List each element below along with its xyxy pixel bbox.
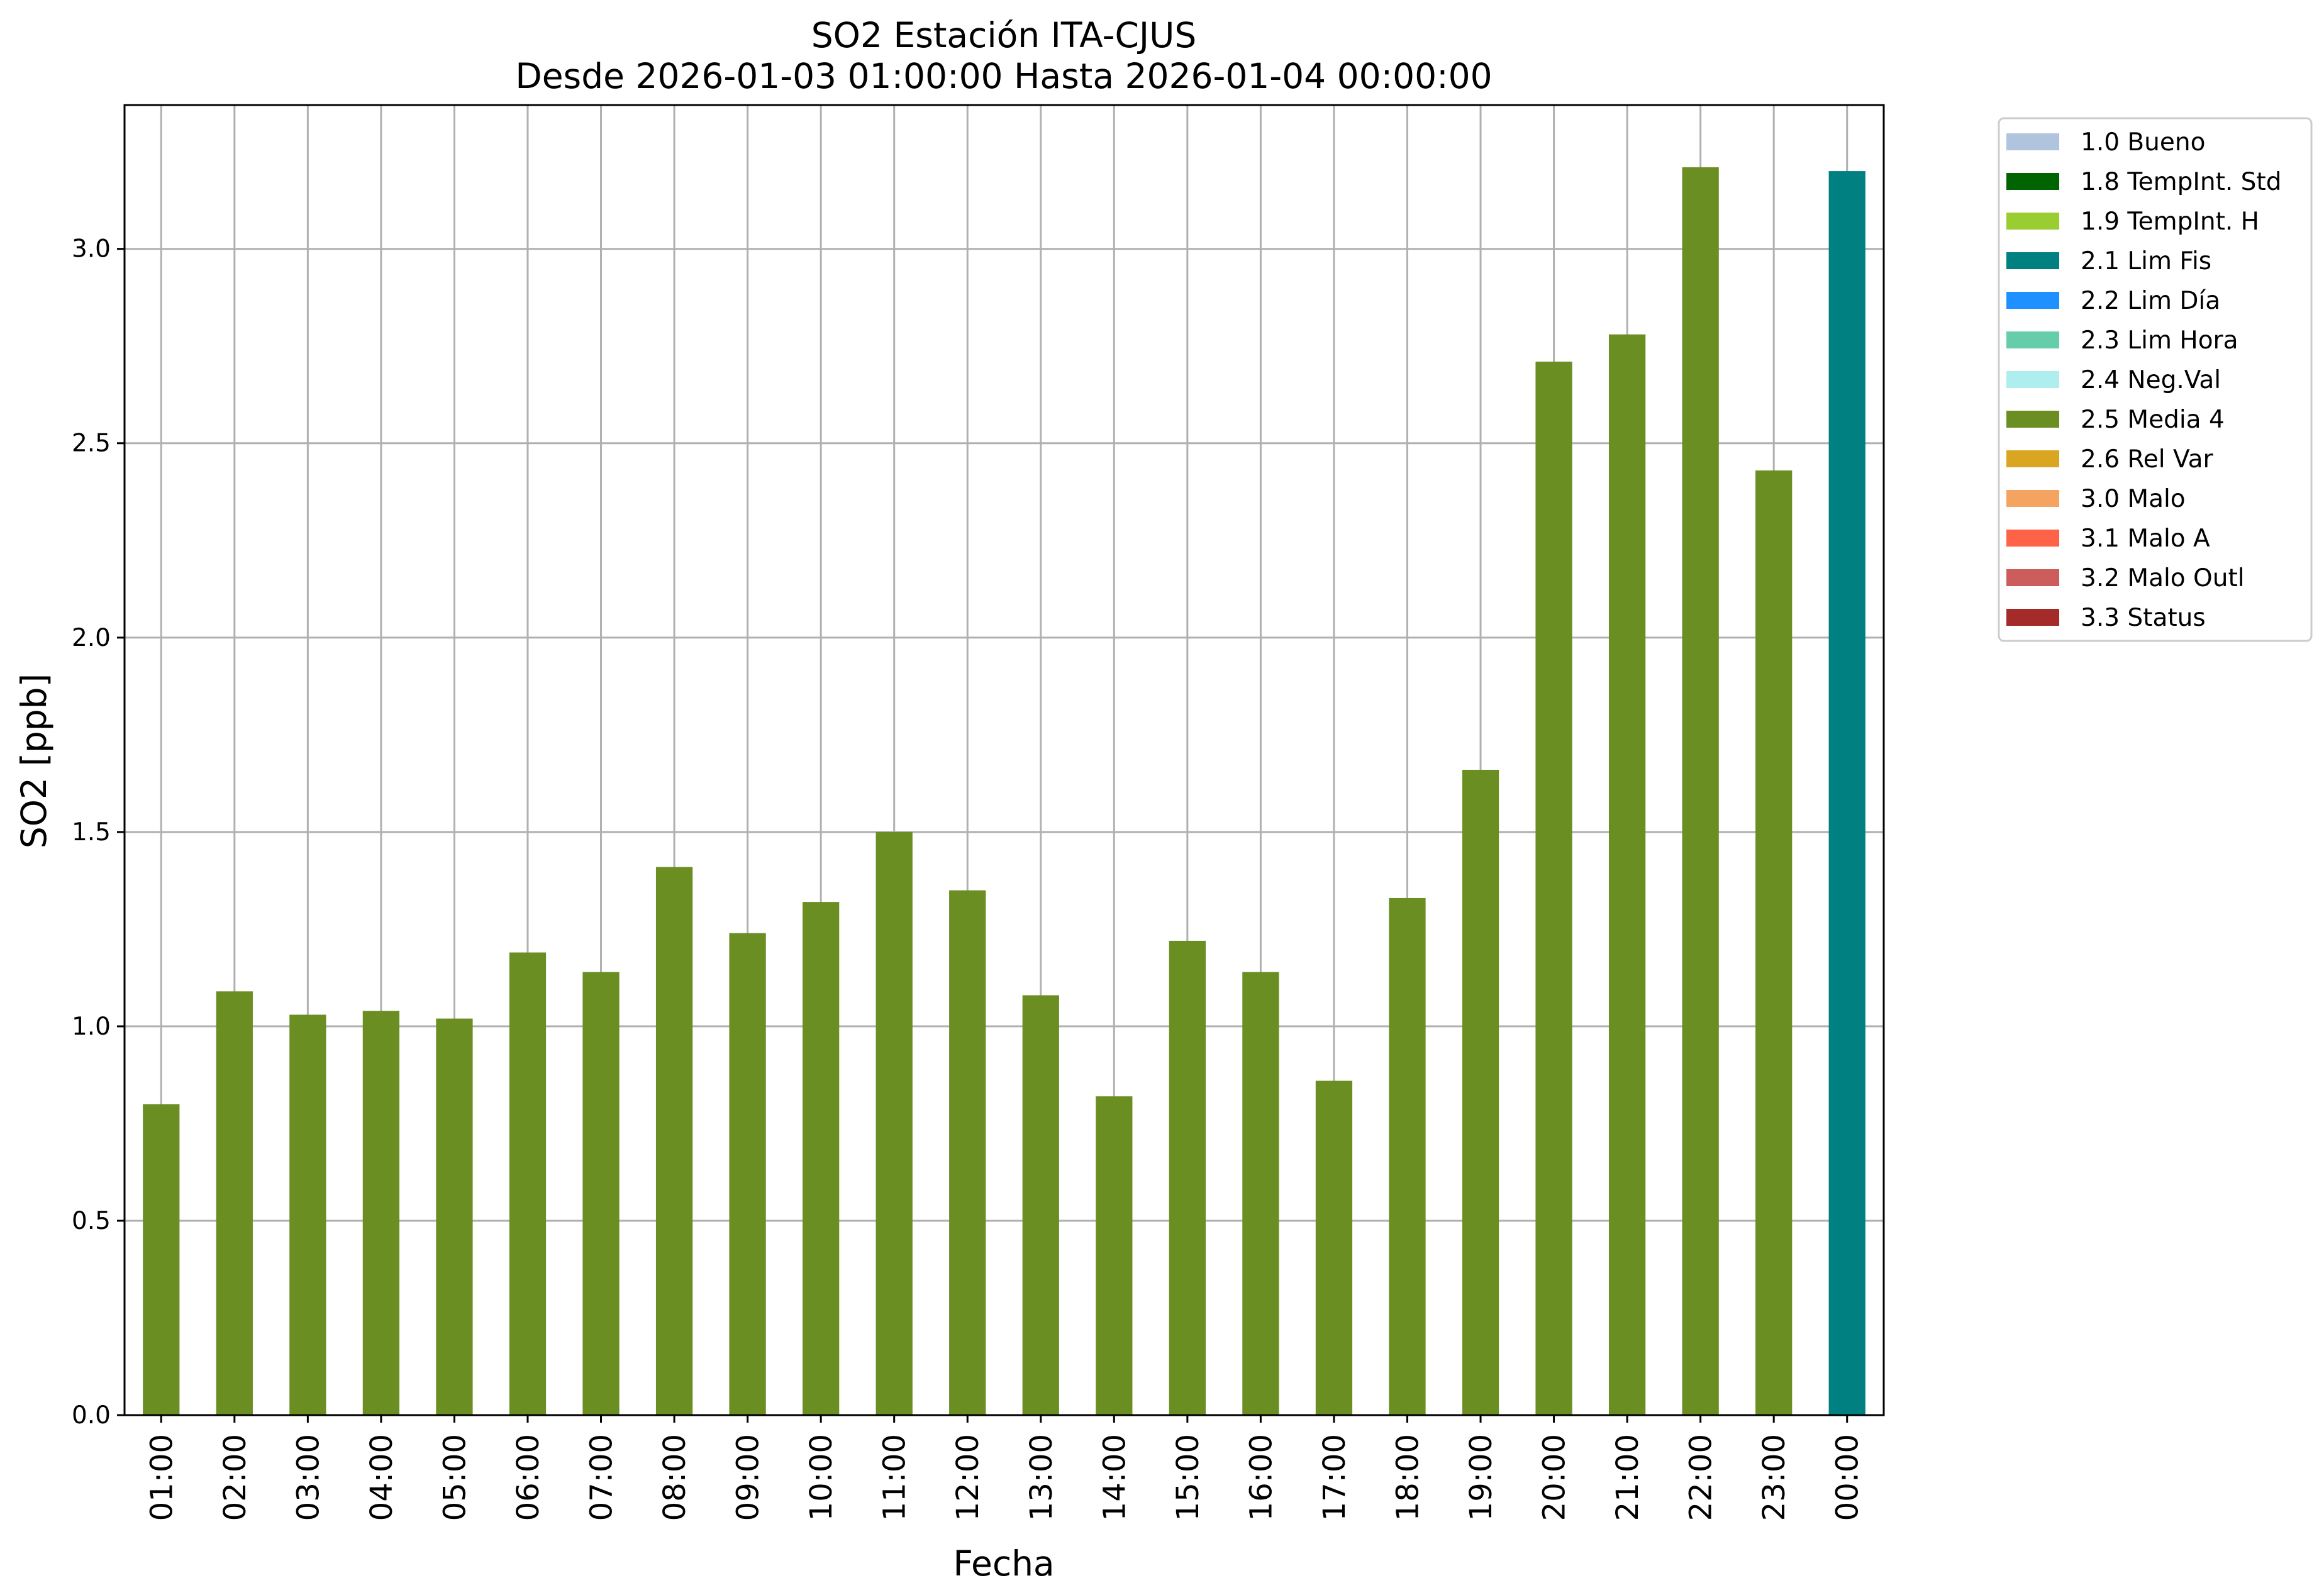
x-axis-ticks: 01:00 02:00 03:00 04:00 05:00 06:00 07:00 08:00… (144, 1415, 1865, 1521)
y-axis-label: SO2 [ppb] (14, 674, 54, 848)
y-tick-label: 2.0 (72, 624, 111, 652)
bar-1200 (949, 890, 986, 1415)
legend-label: 2.3 Lim Hora (2081, 326, 2238, 355)
x-tick-label: 00:00 (1830, 1434, 1865, 1521)
x-tick-label: 15:00 (1170, 1434, 1206, 1521)
legend-swatch (2006, 490, 2059, 507)
bar-1600 (1242, 972, 1279, 1415)
legend-label: 2.4 Neg.Val (2081, 366, 2221, 394)
y-tick-label: 1.5 (72, 818, 111, 847)
x-tick-label: 11:00 (877, 1434, 913, 1521)
legend-swatch (2006, 213, 2059, 230)
x-tick-label: 19:00 (1464, 1434, 1499, 1521)
x-tick-label: 16:00 (1243, 1434, 1279, 1521)
legend-swatch (2006, 133, 2059, 150)
bar-1700 (1315, 1081, 1353, 1415)
legend-swatch (2006, 411, 2059, 428)
bar-1000 (803, 902, 840, 1415)
legend-swatch (2006, 530, 2059, 547)
chart-title: SO2 Estación ITA-CJUS (811, 15, 1196, 55)
legend-swatch (2006, 252, 2059, 269)
y-tick-label: 0.5 (72, 1207, 111, 1235)
x-tick-label: 10:00 (804, 1434, 839, 1521)
x-tick-label: 03:00 (291, 1434, 326, 1521)
legend-swatch (2006, 609, 2059, 626)
bar-2300 (1755, 470, 1793, 1415)
x-tick-label: 20:00 (1537, 1434, 1572, 1521)
bar-1900 (1462, 769, 1499, 1415)
x-tick-label: 09:00 (731, 1434, 766, 1521)
bar-0800 (655, 867, 693, 1415)
bar-0100 (143, 1104, 180, 1415)
bar-1400 (1096, 1096, 1133, 1415)
x-tick-label: 06:00 (511, 1434, 546, 1521)
legend-label: 2.5 Media 4 (2081, 406, 2225, 434)
x-tick-label: 04:00 (364, 1434, 399, 1521)
legend-label: 1.9 TempInt. H (2081, 208, 2259, 236)
bar-0300 (289, 1014, 326, 1415)
legend-label: 3.0 Malo (2081, 485, 2186, 513)
x-tick-label: 02:00 (218, 1434, 253, 1521)
x-axis-label: Fecha (953, 1543, 1054, 1584)
legend-label: 3.3 Status (2081, 604, 2206, 632)
x-tick-label: 23:00 (1757, 1434, 1792, 1521)
x-tick-label: 22:00 (1684, 1434, 1719, 1521)
bar-0500 (436, 1018, 473, 1415)
legend-swatch (2006, 569, 2059, 586)
x-tick-label: 13:00 (1024, 1434, 1059, 1521)
y-tick-label: 3.0 (72, 235, 111, 264)
y-tick-label: 0.0 (72, 1401, 111, 1430)
legend: 1.0 Bueno 1.8 TempInt. Std 1.9 TempInt. H 2… (1998, 117, 2313, 642)
bar-2000 (1535, 361, 1572, 1416)
x-tick-label: 17:00 (1317, 1434, 1352, 1521)
y-tick-label: 1.0 (72, 1013, 111, 1041)
bar-2200 (1682, 167, 1719, 1416)
bar-1500 (1169, 940, 1206, 1415)
legend-swatch (2006, 450, 2059, 467)
legend-swatch (2006, 292, 2059, 309)
x-tick-label: 14:00 (1097, 1434, 1132, 1521)
x-tick-label: 07:00 (584, 1434, 620, 1521)
bar-1800 (1389, 898, 1426, 1415)
legend-label: 2.2 Lim Día (2081, 287, 2220, 315)
legend-label: 3.2 Malo Outl (2081, 564, 2245, 592)
bar-1100 (876, 831, 913, 1415)
x-tick-label: 05:00 (437, 1434, 472, 1521)
legend-label: 3.1 Malo A (2081, 525, 2210, 553)
y-axis-ticks: 0.0 0.5 1.0 1.5 2.0 2.5 3.0 (72, 235, 125, 1430)
legend-label: 1.8 TempInt. Std (2081, 168, 2281, 196)
x-tick-label: 08:00 (657, 1434, 692, 1521)
legend-swatch (2006, 331, 2059, 348)
legend-swatch (2006, 173, 2059, 190)
bar-2100 (1608, 334, 1646, 1416)
x-tick-label: 21:00 (1610, 1434, 1645, 1521)
legend-label: 2.1 Lim Fis (2081, 247, 2211, 275)
bars (143, 167, 1865, 1416)
bar-0600 (509, 952, 547, 1415)
bar-1300 (1022, 995, 1059, 1415)
bar-0900 (729, 933, 766, 1415)
legend-swatch (2006, 371, 2059, 388)
x-tick-label: 18:00 (1390, 1434, 1425, 1521)
bar-0400 (362, 1011, 400, 1415)
bar-0200 (216, 991, 253, 1415)
x-tick-label: 12:00 (950, 1434, 986, 1521)
chart-subtitle: Desde 2026-01-03 01:00:00 Hasta 2026-01-… (515, 56, 1492, 96)
y-tick-label: 2.5 (72, 430, 111, 458)
bar-0700 (582, 972, 620, 1415)
bar-0000 (1828, 171, 1865, 1415)
legend-label: 2.6 Rel Var (2081, 445, 2214, 474)
x-tick-label: 01:00 (144, 1434, 179, 1521)
plot-frame (123, 104, 1885, 1416)
legend-label: 1.0 Bueno (2081, 128, 2205, 157)
legend-frame (1998, 117, 2313, 642)
